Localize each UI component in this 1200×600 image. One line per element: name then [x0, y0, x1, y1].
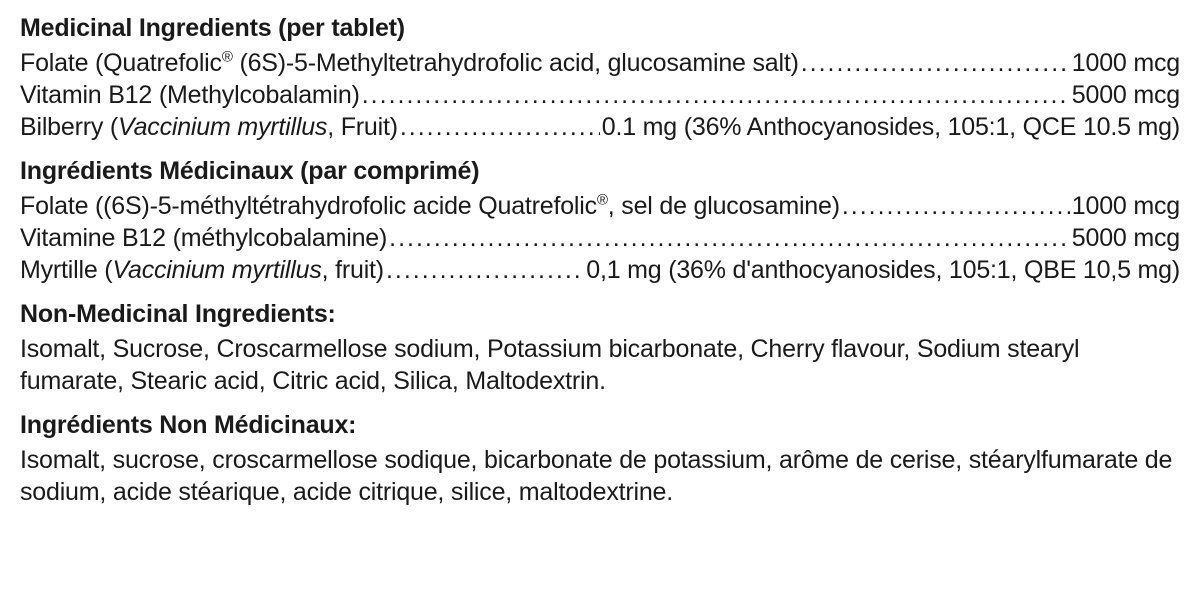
- ingredient-amount: 1000 mcg: [1072, 190, 1180, 222]
- ingredient-name: Myrtille (Vaccinium myrtillus, fruit): [20, 254, 384, 286]
- ingredient-name: Folate (Quatrefolic® (6S)-5-Methyltetrah…: [20, 47, 799, 79]
- ingredient-amount: 5000 mcg: [1072, 222, 1180, 254]
- ingredient-row: Vitamin B12 (Methylcobalamin) 5000 mcg: [20, 79, 1180, 111]
- ingredient-name: Vitamin B12 (Methylcobalamin): [20, 79, 360, 111]
- ingredient-name: Vitamine B12 (méthylcobalamine): [20, 222, 387, 254]
- ingredient-amount: 5000 mcg: [1072, 79, 1180, 111]
- ingredient-amount: 0,1 mg (36% d'anthocyanosides, 105:1, QB…: [586, 254, 1180, 286]
- ingredient-row: Folate (Quatrefolic® (6S)-5-Methyltetrah…: [20, 47, 1180, 79]
- leader-dots: [389, 222, 1070, 254]
- nonmedicinal-list: Isomalt, Sucrose, Croscarmellose sodium,…: [20, 333, 1180, 397]
- leader-dots: [400, 111, 600, 143]
- nonmedicinal-list: Isomalt, sucrose, croscarmellose sodique…: [20, 444, 1180, 508]
- heading-en-medicinal: Medicinal Ingredients (per tablet): [20, 14, 1180, 43]
- ingredient-name: Bilberry (Vaccinium myrtillus, Fruit): [20, 111, 398, 143]
- section-en-medicinal: Medicinal Ingredients (per tablet) Folat…: [20, 14, 1180, 143]
- leader-dots: [801, 47, 1070, 79]
- section-en-nonmedicinal: Non-Medicinal Ingredients: Isomalt, Sucr…: [20, 300, 1180, 397]
- leader-dots: [842, 190, 1070, 222]
- heading-en-nonmedicinal: Non-Medicinal Ingredients:: [20, 300, 1180, 329]
- leader-dots: [386, 254, 584, 286]
- section-fr-nonmedicinal: Ingrédients Non Médicinaux: Isomalt, suc…: [20, 411, 1180, 508]
- heading-fr-medicinal: Ingrédients Médicinaux (par comprimé): [20, 157, 1180, 186]
- ingredient-amount: 1000 mcg: [1072, 47, 1180, 79]
- ingredient-amount: 0.1 mg (36% Anthocyanosides, 105:1, QCE …: [602, 111, 1180, 143]
- ingredient-row: Myrtille (Vaccinium myrtillus, fruit) 0,…: [20, 254, 1180, 286]
- ingredient-name: Folate ((6S)-5-méthyltétrahydrofolic aci…: [20, 190, 840, 222]
- section-fr-medicinal: Ingrédients Médicinaux (par comprimé) Fo…: [20, 157, 1180, 286]
- ingredient-row: Bilberry (Vaccinium myrtillus, Fruit) 0.…: [20, 111, 1180, 143]
- ingredient-row: Folate ((6S)-5-méthyltétrahydrofolic aci…: [20, 190, 1180, 222]
- leader-dots: [362, 79, 1070, 111]
- heading-fr-nonmedicinal: Ingrédients Non Médicinaux:: [20, 411, 1180, 440]
- ingredient-row: Vitamine B12 (méthylcobalamine) 5000 mcg: [20, 222, 1180, 254]
